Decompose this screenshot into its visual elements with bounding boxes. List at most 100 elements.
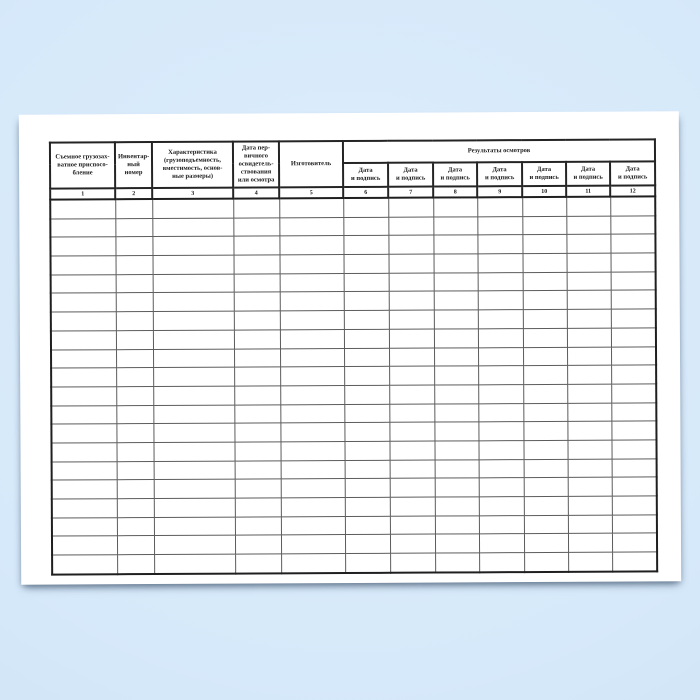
empty-cell	[523, 477, 568, 497]
empty-cell	[50, 199, 116, 219]
empty-cell	[343, 216, 389, 236]
empty-cell	[433, 347, 479, 367]
empty-cell	[478, 515, 524, 535]
empty-cell	[567, 496, 612, 516]
empty-cell	[567, 365, 612, 385]
empty-cell	[388, 272, 434, 292]
empty-cell	[477, 347, 524, 367]
header-cell-date-signature: Дата и подпись	[343, 162, 389, 188]
empty-cell	[280, 460, 345, 480]
empty-cell	[388, 310, 434, 330]
empty-cell	[566, 196, 611, 217]
column-number-cell: 3	[152, 187, 234, 200]
empty-cell	[523, 365, 568, 385]
header-cell-date-signature: Дата и подпись	[433, 162, 478, 187]
empty-cell	[478, 365, 524, 385]
empty-cell	[153, 442, 235, 462]
empty-cell	[115, 199, 153, 219]
empty-cell	[388, 216, 434, 236]
empty-cell	[233, 329, 281, 349]
empty-cell	[233, 292, 280, 312]
empty-cell	[389, 497, 435, 516]
empty-cell	[434, 496, 479, 516]
empty-cell	[388, 328, 434, 348]
empty-cell	[115, 218, 153, 238]
empty-cell	[523, 515, 568, 534]
empty-cell	[433, 216, 478, 236]
empty-cell	[51, 386, 117, 406]
empty-cell	[116, 461, 154, 481]
empty-cell	[153, 404, 235, 424]
empty-cell	[280, 516, 345, 536]
empty-cell	[234, 441, 281, 461]
empty-cell	[280, 534, 346, 554]
empty-cell	[477, 234, 523, 254]
header-cell-inspection-results-group: Результаты осмотров	[342, 139, 656, 164]
empty-cell	[152, 255, 234, 275]
empty-cell	[344, 515, 390, 535]
empty-cell	[522, 290, 567, 310]
empty-cell	[389, 459, 435, 479]
empty-cell	[279, 254, 344, 274]
empty-cell	[567, 514, 612, 534]
empty-cell	[611, 495, 657, 515]
empty-cell	[522, 196, 567, 217]
empty-cell	[233, 310, 280, 330]
empty-cell	[567, 384, 612, 403]
empty-cell	[566, 327, 611, 347]
header-cell-manufacturer: Изготовитель	[278, 141, 344, 188]
empty-cell	[152, 311, 234, 331]
empty-cell	[233, 236, 280, 256]
empty-cell	[234, 423, 281, 443]
empty-cell	[50, 330, 117, 350]
empty-cell	[566, 309, 611, 329]
empty-cell	[610, 196, 656, 216]
empty-cell	[344, 385, 390, 405]
empty-cell	[51, 498, 117, 518]
empty-cell	[50, 218, 116, 238]
empty-cell	[51, 517, 117, 537]
empty-cell	[116, 386, 154, 406]
empty-cell	[523, 384, 568, 404]
header-cell-date-signature: Дата и подпись	[566, 161, 611, 186]
empty-cell	[567, 421, 612, 441]
empty-cell	[523, 421, 568, 441]
empty-cell	[51, 367, 117, 387]
empty-cell	[344, 497, 390, 517]
header-row: Съемное грузозах- ватное приспосо- блени…	[49, 139, 656, 189]
empty-cell	[234, 404, 281, 424]
empty-cell	[115, 274, 153, 294]
empty-cell	[388, 347, 435, 367]
empty-cell	[477, 328, 523, 348]
empty-cell	[610, 290, 656, 310]
empty-cell	[477, 216, 523, 236]
empty-cell	[51, 405, 117, 425]
empty-cell	[434, 515, 479, 535]
empty-cell	[153, 516, 235, 536]
empty-cell	[434, 534, 480, 554]
empty-cell	[51, 349, 117, 369]
empty-cell	[566, 290, 611, 310]
empty-cell	[153, 423, 235, 443]
empty-cell	[116, 405, 154, 424]
empty-cell	[343, 273, 389, 292]
empty-cell	[279, 235, 344, 255]
empty-cell	[435, 552, 480, 573]
empty-cell	[234, 348, 281, 368]
empty-cell	[344, 459, 390, 479]
empty-cell	[116, 423, 154, 443]
empty-cell	[389, 366, 435, 386]
empty-cell	[234, 460, 281, 480]
empty-cell	[566, 271, 611, 291]
empty-cell	[611, 365, 657, 385]
empty-cell	[522, 253, 567, 273]
empty-cell	[433, 291, 478, 311]
empty-cell	[567, 440, 612, 459]
empty-cell	[233, 273, 280, 293]
empty-cell	[234, 516, 281, 536]
empty-cell	[434, 403, 479, 423]
empty-cell	[477, 272, 523, 292]
empty-cell	[50, 274, 116, 294]
empty-cell	[610, 327, 657, 347]
empty-cell	[153, 460, 235, 480]
